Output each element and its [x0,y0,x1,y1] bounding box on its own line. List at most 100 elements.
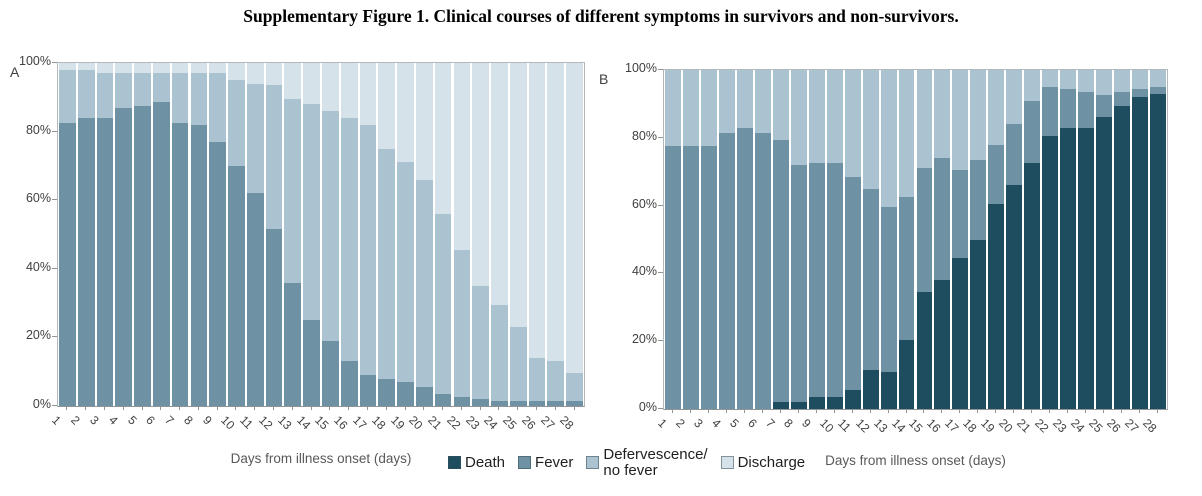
segment-fever [1132,88,1149,98]
y-tick-label: 20% [631,332,657,347]
segment-defervescence-no-fever [754,70,771,133]
bar-day-10 [228,63,245,406]
segment-defervescence-no-fever [453,249,471,398]
figure-title: Supplementary Figure 1. Clinical courses… [243,6,959,26]
segment-defervescence-no-fever [152,73,170,103]
bar-day-21 [1024,70,1041,409]
segment-fever [528,400,546,406]
x-tick-mark [103,406,105,410]
segment-defervescence-no-fever [96,73,114,118]
x-tick-label: 19 [978,416,998,436]
bar-day-19 [397,63,414,406]
x-tick-label: 15 [312,413,332,433]
segment-death [1006,185,1023,409]
x-tick-label: 26 [519,413,539,433]
segment-defervescence-no-fever [718,70,735,133]
x-tick-mark [977,409,979,413]
segment-defervescence-no-fever [115,73,133,108]
x-tick-label: 28 [1140,416,1160,436]
bar-day-27 [1132,70,1149,409]
x-tick-mark [1121,409,1123,413]
segment-defervescence-no-fever [844,70,861,177]
bar-day-24 [491,63,508,406]
x-tick-mark [479,406,481,410]
y-tick-mark [658,69,663,70]
bar-day-11 [844,70,861,409]
bar-day-20 [415,63,433,406]
segment-defervescence-no-fever [970,70,987,160]
bar-day-22 [1042,70,1059,409]
y-tick-label: 0% [32,397,51,411]
x-tick-label: 13 [274,413,295,433]
segment-discharge [378,63,396,149]
y-tick-label: 60% [631,196,657,211]
segment-defervescence-no-fever [359,124,377,376]
segment-defervescence-no-fever [1114,70,1131,93]
x-tick-mark [743,409,745,413]
x-tick-label: 18 [368,413,389,433]
segment-defervescence-no-fever [1096,70,1113,96]
segment-defervescence-no-fever [790,70,807,165]
x-tick-label: 22 [1032,416,1052,436]
y-tick-mark [52,130,57,132]
y-tick-label: 80% [25,122,51,137]
x-tick-mark [329,406,331,410]
x-tick-label: 27 [1122,416,1142,436]
segment-death [844,390,861,409]
x-tick-mark [122,406,124,410]
x-tick-mark [141,406,143,410]
bar-day-15 [916,70,933,409]
segment-discharge [134,63,151,74]
x-tick-label: 20 [996,416,1016,436]
segment-fever [378,378,396,406]
segment-discharge [509,63,527,328]
bar-day-5 [134,63,151,406]
bar-day-9 [209,63,227,406]
x-tick-label: 4 [708,416,724,431]
x-tick-label: 16 [331,413,351,433]
bar-day-1 [59,63,76,406]
segment-discharge [246,63,264,84]
segment-discharge [453,63,471,250]
segment-fever [434,394,452,406]
x-tick-mark [761,409,763,413]
segment-fever [340,361,358,406]
x-tick-mark [160,406,162,410]
segment-defervescence-no-fever [378,148,396,379]
segment-fever [1060,88,1077,128]
y-tick-mark [658,136,663,138]
segment-defervescence-no-fever [397,162,414,382]
segment-death [952,258,969,409]
segment-fever [96,117,114,406]
y-tick-label: 40% [631,264,657,279]
bar-day-6 [754,70,771,409]
segment-fever [547,400,565,406]
segment-discharge [209,63,227,74]
panel-a-label: A [10,64,20,80]
segment-defervescence-no-fever [59,69,76,124]
x-tick-label: 26 [1104,416,1124,436]
bar-day-7 [171,63,189,406]
bar-day-2 [77,63,95,406]
x-tick-mark [498,406,500,410]
bar-day-13 [880,70,897,409]
segment-fever [970,159,987,240]
legend-label: Discharge [737,453,806,471]
bar-day-16 [340,63,358,406]
segment-defervescence-no-fever [952,70,969,171]
x-tick-label: 8 [180,413,196,428]
segment-defervescence-no-fever [1042,70,1059,87]
segment-defervescence-no-fever [547,361,565,401]
bar-day-25 [1096,70,1113,409]
x-tick-label: 27 [537,413,558,433]
segment-fever [491,400,508,406]
x-tick-mark [216,406,218,410]
bar-day-11 [246,63,264,406]
segment-defervescence-no-fever [1150,70,1166,87]
segment-defervescence-no-fever [246,83,264,194]
x-tick-mark [1085,409,1087,413]
x-tick-mark [254,406,256,410]
x-tick-mark [85,406,87,410]
segment-fever [1042,86,1059,137]
segment-defervescence-no-fever [772,70,789,140]
